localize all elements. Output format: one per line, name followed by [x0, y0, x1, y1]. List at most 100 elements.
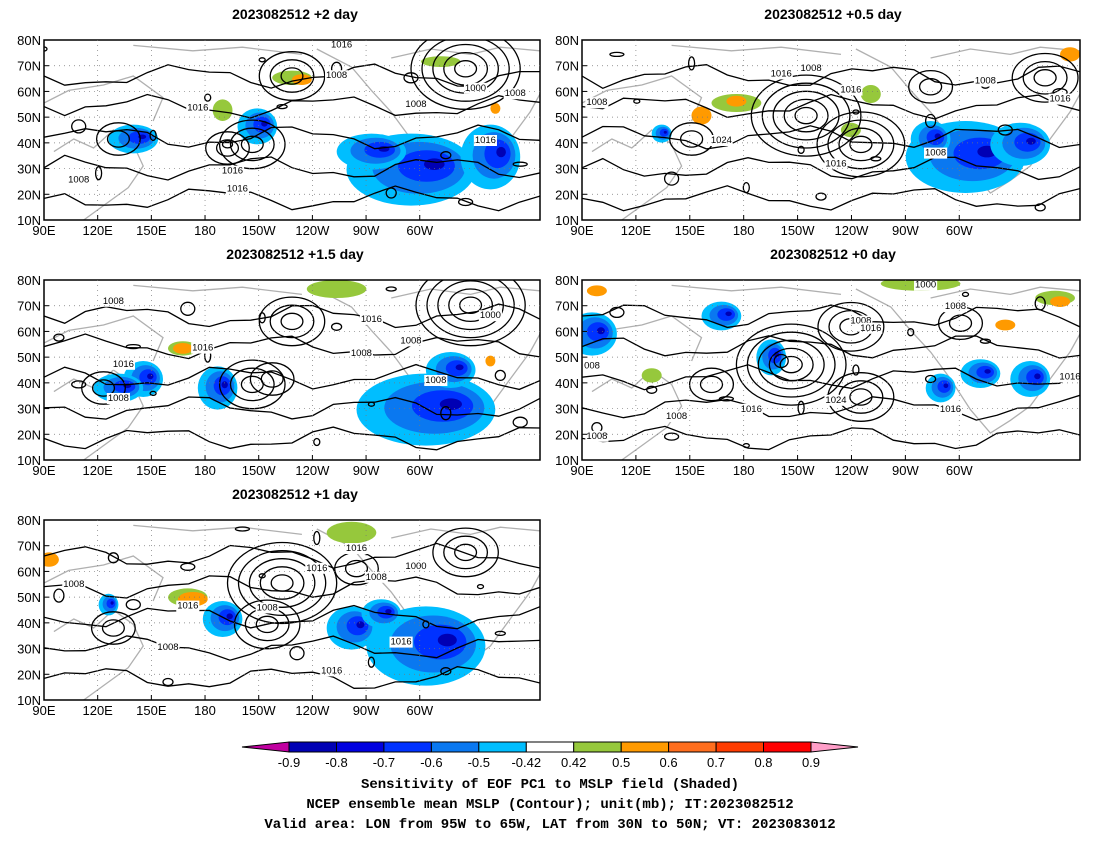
- coastline-segment: [133, 524, 302, 536]
- contour-label-halo: [186, 102, 210, 114]
- positive-sensitivity-shading: [306, 280, 367, 298]
- lon-tick-label: 150E: [675, 223, 706, 238]
- lat-tick-label: 10N: [17, 693, 41, 708]
- lon-tick-label: 120E: [621, 223, 652, 238]
- lat-tick-label: 60N: [17, 324, 41, 339]
- positive-sensitivity-shading: [1050, 296, 1071, 307]
- lat-tick-label: 60N: [17, 84, 41, 99]
- contour-label-halo: [225, 183, 249, 195]
- high-pressure-contour: [838, 127, 884, 162]
- lon-tick-label: 150W: [242, 463, 277, 478]
- negative-sensitivity-shading: [1034, 373, 1041, 380]
- contour-label: 1008: [801, 63, 822, 74]
- minor-contour: [204, 93, 212, 102]
- positive-sensitivity-shading: [995, 319, 1016, 331]
- panel-title-5: 2023082512 +1 day: [232, 486, 358, 502]
- caption-line-2: NCEP ensemble mean MSLP (Contour); unit(…: [306, 797, 794, 813]
- panel-title-3: 2023082512 +1.5 day: [226, 246, 364, 262]
- lat-tick-label: 30N: [555, 162, 579, 177]
- minor-contour: [276, 103, 288, 110]
- contour-label-halo: [220, 165, 245, 177]
- low-pressure-contour: [259, 566, 305, 600]
- panel-title-1: 2023082512 +2 day: [232, 6, 358, 22]
- lon-tick-label: 120W: [834, 223, 869, 238]
- contour-label: 1008: [666, 411, 687, 422]
- contour-label-halo: [799, 63, 823, 74]
- map-content: 1016 1016 1008 1000 1008 1016 1008 1008 1016 1016: [44, 521, 540, 700]
- contour-label-halo: [424, 375, 448, 386]
- map-content: 1000100810081016008101610241016101610081…: [582, 280, 1080, 460]
- high-pressure-contour: [218, 119, 286, 170]
- minor-contour: [440, 667, 452, 676]
- coastline-segment: [391, 526, 540, 539]
- contour-label: 1016: [825, 158, 846, 169]
- lon-tick-label: 120E: [621, 463, 652, 478]
- low-pressure-contour: [205, 131, 250, 165]
- lon-tick-label: 120E: [82, 703, 113, 718]
- colorbar-tick-label: 0.5: [612, 755, 630, 770]
- minor-contour: [422, 620, 430, 629]
- isobar: [44, 396, 540, 420]
- minor-contour: [633, 98, 641, 104]
- colorbar: -0.9 -0.8 -0.7 -0.6 -0.5 -0.42 0.42 0.5 0.6 0.7 0.…: [241, 741, 859, 770]
- low-pressure-contour: [248, 558, 316, 608]
- contour-label-halo: [709, 135, 733, 146]
- pressure-contours: [44, 526, 540, 689]
- minor-contour: [476, 583, 485, 590]
- positive-sensitivity-shading: [173, 343, 193, 354]
- lon-tick-label: 150E: [675, 463, 706, 478]
- colorbar-tick-label: 0.7: [707, 755, 725, 770]
- minor-contour: [403, 72, 419, 84]
- low-pressure-contour: [249, 362, 295, 396]
- high-pressure-contour: [101, 619, 125, 637]
- low-pressure-contour: [459, 296, 483, 314]
- minor-contour: [53, 588, 65, 603]
- low-pressure-contour: [269, 59, 315, 93]
- minor-contour: [512, 416, 528, 428]
- lon-tick-label: 120W: [834, 463, 869, 478]
- contour-label: 1000: [480, 310, 501, 321]
- minor-contour: [979, 338, 992, 344]
- coastline-segment: [930, 46, 1080, 59]
- low-pressure-contour: [443, 535, 489, 570]
- minor-contour: [367, 656, 376, 668]
- lon-tick-label: 90W: [892, 223, 919, 238]
- contour-label-halo: [914, 280, 938, 291]
- map-panel-2: 1008 1016 1008 1016 1008 1016 1024 1016 1008 80N 7…: [555, 33, 1081, 238]
- minor-contour: [457, 197, 474, 207]
- contour-label-halo: [156, 642, 180, 653]
- positive-sensitivity-shading: [490, 103, 501, 114]
- minor-contour: [289, 646, 305, 661]
- map-content: 1008 1016 1008 1016 1008 1016 1024 1016 1008: [582, 44, 1080, 220]
- colorbar-tick-label: 0.6: [660, 755, 678, 770]
- minor-contour: [494, 369, 506, 382]
- lat-tick-label: 70N: [17, 59, 41, 74]
- gridlines: [582, 40, 1080, 220]
- contour-label-halo: [305, 562, 329, 574]
- low-pressure-contour: [908, 69, 954, 104]
- minor-contour: [440, 406, 452, 421]
- low-pressure-contour: [237, 549, 327, 617]
- isobar: [44, 63, 540, 89]
- low-pressure-contour: [750, 74, 862, 157]
- caption-line-1: Sensitivity of EOF PC1 to MSLP field (Sh…: [360, 777, 740, 793]
- low-pressure-contour: [735, 323, 847, 406]
- high-pressure-contour: [849, 388, 873, 406]
- positive-sensitivity-shading: [860, 85, 881, 103]
- coastlines: [582, 44, 1080, 220]
- positive-sensitivity-shading: [421, 56, 461, 67]
- contour-label: 1016: [860, 323, 881, 334]
- colorbar-upper-extend: [810, 741, 859, 753]
- high-pressure-contour: [827, 119, 895, 170]
- gridlines: [44, 40, 540, 220]
- minor-contour: [907, 328, 915, 337]
- coastline-segment: [582, 75, 703, 122]
- contour-label: 1016: [475, 135, 496, 146]
- low-pressure-contour: [768, 347, 814, 382]
- lon-tick-label: 60W: [406, 223, 433, 238]
- lat-tick-label: 40N: [17, 376, 41, 391]
- high-pressure-contour: [240, 135, 264, 154]
- lat-tick-label: 80N: [17, 273, 41, 288]
- contour-label-halo: [478, 310, 502, 322]
- contour-label: 1008: [405, 99, 426, 110]
